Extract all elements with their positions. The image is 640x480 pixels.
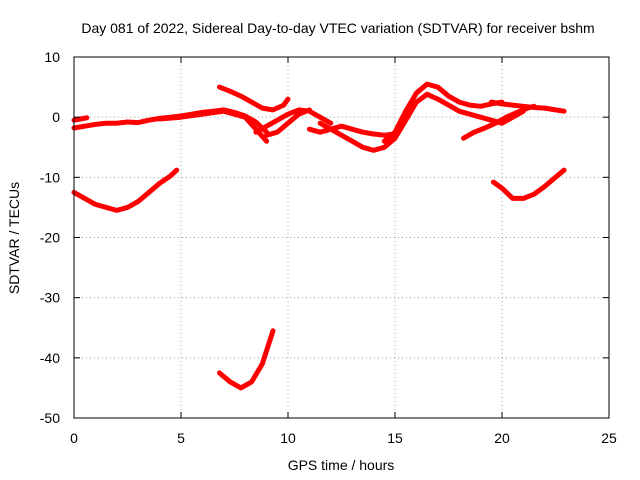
tick-labels: 0 5 10 15 20 25 -50 -40 -30 -20 -10 0 10 xyxy=(40,49,617,446)
x-tick-label: 5 xyxy=(177,430,185,446)
series-line-arc-05 xyxy=(217,84,291,113)
series-line-arc-15 xyxy=(490,167,567,201)
x-tick-label: 20 xyxy=(494,430,510,446)
data-series-group xyxy=(71,81,567,391)
y-tick-label: -20 xyxy=(40,230,60,246)
series-line-arc-03 xyxy=(71,167,180,213)
axis-ticks xyxy=(73,56,610,419)
y-tick-label: 0 xyxy=(52,109,60,125)
series-line-arc-12 xyxy=(392,91,526,141)
x-tick-label: 15 xyxy=(387,430,403,446)
series-line-arc-02 xyxy=(71,115,90,123)
series-line-arc-08 xyxy=(264,107,312,138)
y-tick-label: -30 xyxy=(40,290,60,306)
y-tick-label: -40 xyxy=(40,350,60,366)
x-axis-label: GPS time / hours xyxy=(288,457,395,473)
y-tick-label: -50 xyxy=(40,410,60,426)
x-tick-label: 25 xyxy=(601,430,617,446)
series-line-arc-04 xyxy=(157,108,270,144)
series-line-arc-07 xyxy=(253,107,334,135)
x-tick-label: 10 xyxy=(280,430,296,446)
series-line-arc-09 xyxy=(306,123,398,138)
series-line-arc-14 xyxy=(488,99,567,114)
y-tick-label: 10 xyxy=(44,49,60,65)
series-line-arc-11 xyxy=(381,81,505,144)
chart-title: Day 081 of 2022, Sidereal Day-to-day VTE… xyxy=(81,20,594,36)
y-axis-label: SDTVAR / TECUs xyxy=(6,182,22,294)
series-line-arc-10 xyxy=(317,120,398,153)
series-line-arc-06 xyxy=(217,328,276,391)
x-tick-label: 0 xyxy=(70,430,78,446)
y-tick-label: -10 xyxy=(40,169,60,185)
